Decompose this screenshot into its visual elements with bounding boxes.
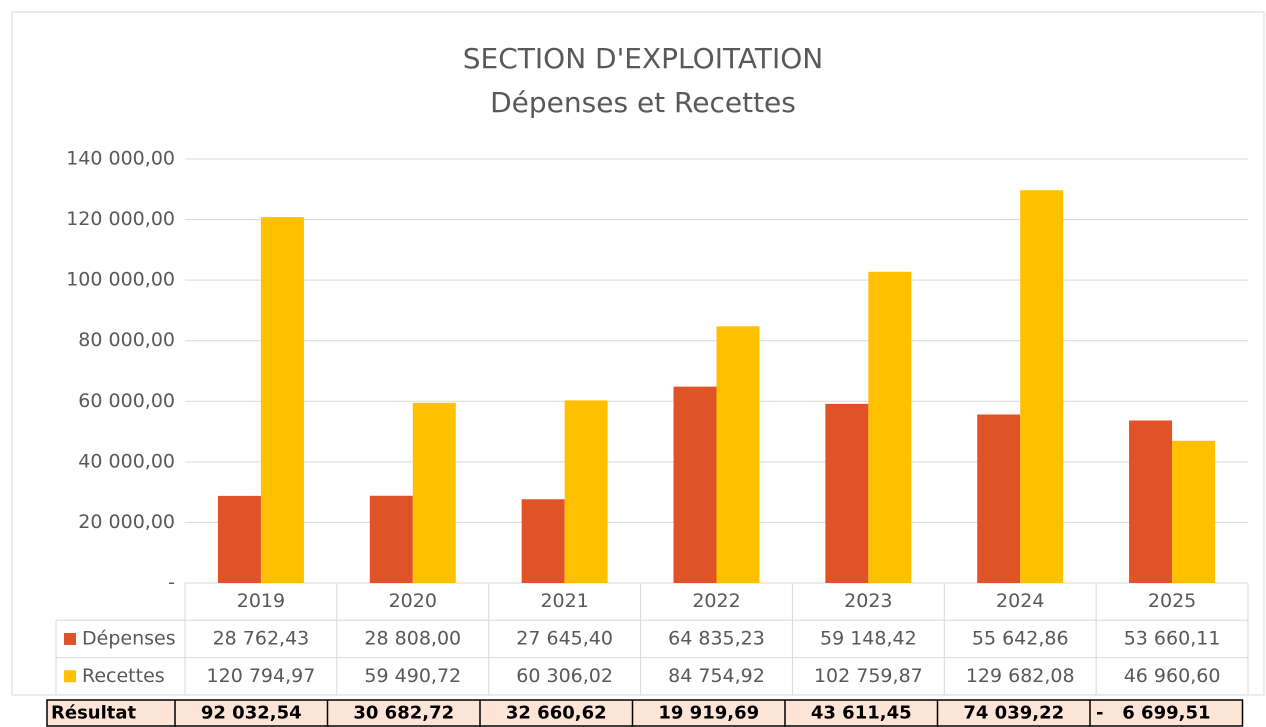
- bar: [868, 271, 912, 583]
- result-cell: 30 682,72: [353, 703, 454, 724]
- table-cell: 46 960,60: [1124, 665, 1221, 687]
- y-tick-label: 120 000,00: [66, 208, 175, 230]
- table-cell: 60 306,02: [516, 665, 613, 687]
- table-cell: 129 682,08: [966, 665, 1075, 687]
- x-tick-label: 2021: [540, 590, 588, 612]
- y-tick-label: 20 000,00: [78, 511, 175, 533]
- result-cell: - 6 699,51: [1096, 703, 1211, 724]
- chart-subtitle: Dépenses et Recettes: [490, 86, 796, 119]
- table-cell: 28 808,00: [364, 627, 461, 649]
- result-label: Résultat: [51, 703, 137, 724]
- y-tick-label: 80 000,00: [78, 329, 175, 351]
- y-tick-label: 140 000,00: [66, 148, 175, 170]
- table-cell: 59 490,72: [364, 665, 461, 687]
- x-tick-label: 2022: [692, 590, 740, 612]
- result-cell: 43 611,45: [811, 703, 912, 724]
- chart-title: SECTION D'EXPLOITATION: [463, 42, 823, 75]
- y-tick-label: -: [168, 572, 175, 594]
- x-tick-label: 2024: [996, 590, 1044, 612]
- bar: [1129, 420, 1173, 583]
- table-cell: 28 762,43: [213, 627, 310, 649]
- bar: [412, 402, 456, 583]
- legend-label: Recettes: [82, 665, 165, 687]
- table-cell: 64 835,23: [668, 627, 765, 649]
- table-cell: 102 759,87: [814, 665, 923, 687]
- bar: [217, 495, 261, 583]
- result-cell: 74 039,22: [963, 703, 1064, 724]
- bar: [825, 403, 869, 583]
- bar: [977, 414, 1021, 583]
- bar: [1020, 190, 1064, 584]
- y-tick-label: 100 000,00: [66, 269, 175, 291]
- result-cell: 92 032,54: [201, 703, 302, 724]
- y-tick-label: 60 000,00: [78, 390, 175, 412]
- y-tick-label: 40 000,00: [78, 450, 175, 472]
- x-tick-label: 2019: [237, 590, 285, 612]
- table-cell: 53 660,11: [1124, 627, 1221, 649]
- bar: [369, 495, 413, 583]
- x-tick-label: 2020: [389, 590, 437, 612]
- table-cell: 84 754,92: [668, 665, 765, 687]
- bar: [260, 217, 304, 583]
- legend-label: Dépenses: [82, 627, 176, 649]
- table-cell: 120 794,97: [207, 665, 316, 687]
- table-cell: 27 645,40: [516, 627, 613, 649]
- legend-key: [64, 632, 76, 645]
- bar: [521, 499, 565, 583]
- result-cell: 19 919,69: [658, 703, 759, 724]
- table-cell: 59 148,42: [820, 627, 917, 649]
- result-cell: 32 660,62: [506, 703, 607, 724]
- bar: [1172, 440, 1216, 583]
- bar: [673, 386, 717, 583]
- bar: [716, 326, 760, 583]
- legend-key: [64, 670, 76, 683]
- x-tick-label: 2023: [844, 590, 892, 612]
- table-cell: 55 642,86: [972, 627, 1069, 649]
- result-row: [46, 699, 1244, 727]
- x-tick-label: 2025: [1148, 590, 1196, 612]
- bar: [564, 400, 608, 583]
